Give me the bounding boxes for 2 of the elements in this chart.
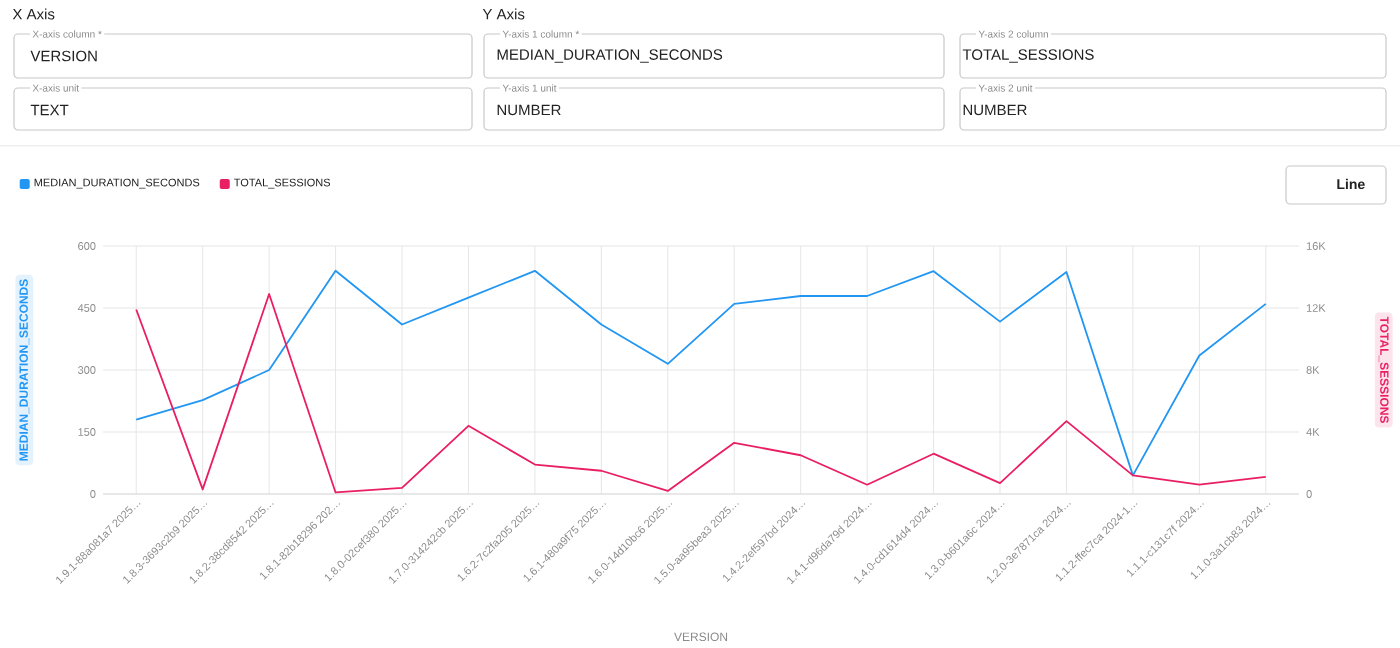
line-series (135, 269, 1267, 477)
line-series (135, 293, 1267, 494)
